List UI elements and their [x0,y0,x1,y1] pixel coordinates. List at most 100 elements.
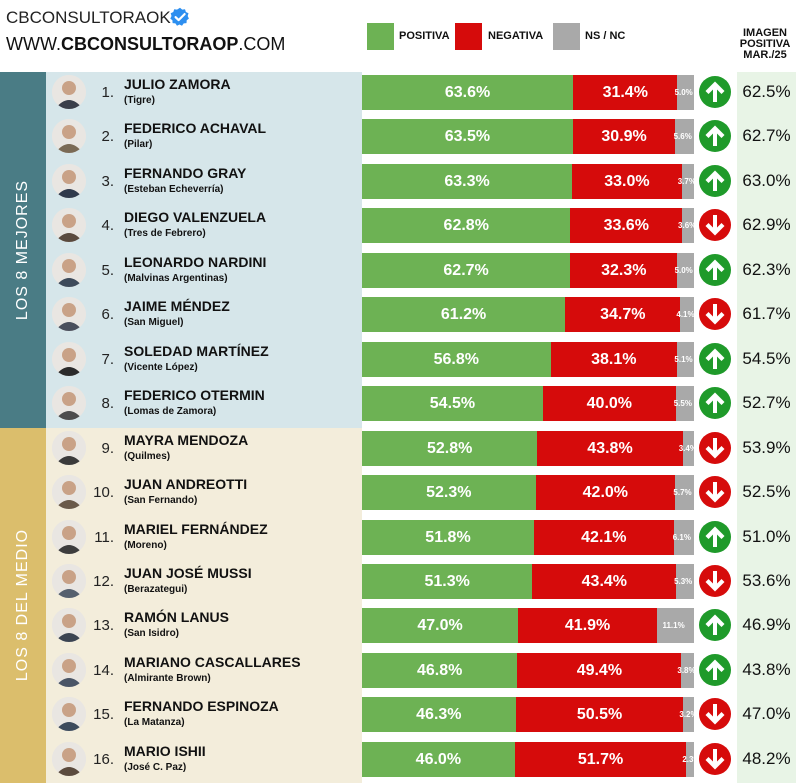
stacked-bar: 51.8% 42.1% 6.1% [362,520,694,555]
bar-segment-positiva: 56.8% [362,342,551,377]
imagen-header-line-3: MAR./25 [743,49,787,61]
mayor-name: LEONARDO NARDINI [124,254,267,270]
arrow-down-icon [699,209,731,241]
ranking-row: 11. MARIEL FERNÁNDEZ (Moreno) 51.8% 42.1% 6.1… [0,517,796,557]
data-label-positiva: 46.3% [416,706,462,723]
bar-segment-negativa: 43.4% [532,564,677,599]
municipality-name: (San Miguel) [124,317,184,328]
previous-positive-image: 63.0% [742,171,791,190]
data-label-positiva: 61.2% [440,306,487,323]
bar-segment-nsnc: 3.7% [678,164,696,199]
previous-positive-image: 62.9% [742,215,791,234]
data-label-positiva: 46.8% [417,662,463,679]
bar-segment-nsnc: 5.7% [673,475,694,510]
data-label-negativa: 31.4% [602,84,648,101]
ranking-row: 15. FERNANDO ESPINOZA (La Matanza) 46.3% 50.… [0,694,796,734]
rank-number: 4. [101,217,114,234]
data-label-negativa: 32.3% [601,262,647,279]
ranking-row: 4. DIEGO VALENZUELA (Tres de Febrero) 62.8%… [0,205,796,245]
arrow-up-icon [699,654,731,686]
arrow-down-icon [699,432,731,464]
bar-segment-positiva: 46.3% [362,697,516,732]
stacked-bar: 63.6% 31.4% 5.0% [362,75,694,110]
stacked-bar: 52.3% 42.0% 5.7% [362,475,694,510]
data-label-nsnc: 5.0% [674,88,693,97]
stacked-bar: 46.0% 51.7% 2.3% [362,742,701,777]
ranking-row: 3. FERNANDO GRAY (Esteban Echeverría) 63.3%… [0,161,796,201]
data-label-positiva: 51.8% [425,529,471,546]
data-label-nsnc: 5.3% [674,577,693,586]
previous-positive-image: 47.0% [742,704,791,723]
legend-label-negativa: NEGATIVA [488,30,544,42]
rank-number: 13. [93,617,114,634]
arrow-down-icon [699,476,731,508]
bar-segment-nsnc: 5.0% [675,253,694,288]
avatar [52,253,86,287]
ranking-row: 13. RAMÓN LANUS (San Isidro) 47.0% 41.9% 11.1… [0,605,796,645]
arrow-up-icon [699,165,731,197]
ranking-row: 1. JULIO ZAMORA (Tigre) 63.6% 31.4% 5.0% 62.5% [0,72,796,112]
data-label-negativa: 42.1% [581,529,627,546]
bar-segment-negativa: 34.7% [565,297,681,332]
data-label-positiva: 63.6% [444,84,491,101]
stacked-bar: 62.7% 32.3% 5.0% [362,253,694,288]
previous-positive-image: 53.6% [742,571,791,590]
header: CBCONSULTORAOK WWW.CBCONSULTORAOP.COM PO… [0,0,796,72]
avatar [52,742,86,776]
bar-segment-negativa: 41.9% [518,608,658,643]
data-label-nsnc: 3.7% [677,177,696,186]
data-label-negativa: 42.0% [582,484,629,501]
bar-segment-nsnc: 4.1% [676,297,695,332]
data-label-nsnc: 6.1% [672,533,691,542]
municipality-name: (Lomas de Zamora) [124,406,217,417]
data-label-positiva: 52.3% [426,484,472,501]
rank-number: 15. [93,706,114,723]
bar-segment-negativa: 30.9% [572,119,676,154]
stacked-bar: 51.3% 43.4% 5.3% [362,564,694,599]
arrow-down-icon [699,298,731,330]
stacked-bar: 56.8% 38.1% 5.1% [362,342,694,377]
municipality-name: (La Matanza) [124,717,185,728]
legend-swatch-negativa [455,23,482,50]
avatar [52,608,86,642]
data-label-nsnc: 5.5% [673,399,692,408]
municipality-name: (Esteban Echeverría) [124,184,224,195]
avatar [52,342,86,376]
mayor-name: MAYRA MENDOZA [124,432,249,448]
municipality-name: (José C. Paz) [124,762,187,773]
data-label-negativa: 40.0% [586,395,633,412]
avatar [52,520,86,554]
bar-segment-positiva: 62.7% [362,253,571,288]
data-label-nsnc: 5.6% [673,132,692,141]
legend-label-positiva: POSITIVA [399,30,450,42]
mayor-name: MARIO ISHII [124,743,206,759]
data-label-negativa: 43.4% [581,573,628,590]
arrow-up-icon [699,387,731,419]
rank-number: 6. [101,306,114,323]
arrow-up-icon [699,521,731,553]
group-top-strip: LOS 8 MEJORES [0,72,46,428]
stacked-bar: 54.5% 40.0% 5.5% [362,386,694,421]
bar-segment-nsnc: 6.1% [673,520,694,555]
municipality-name: (Vicente López) [124,362,198,373]
data-label-positiva: 62.7% [443,262,489,279]
avatar [52,475,86,509]
data-label-positiva: 62.8% [443,217,489,234]
municipality-name: (Tres de Febrero) [124,228,206,239]
rank-number: 5. [101,262,114,279]
data-label-nsnc: 3.2% [679,710,698,719]
bar-segment-negativa: 32.3% [570,253,678,288]
municipality-name: (Tigre) [124,95,155,106]
data-label-positiva: 52.8% [426,440,473,457]
municipality-name: (Almirante Brown) [124,673,211,684]
arrow-up-icon [699,343,731,375]
bar-segment-negativa: 33.6% [570,208,683,243]
mayor-name: SOLEDAD MARTÍNEZ [124,343,269,359]
data-label-negativa: 49.4% [576,662,623,679]
bar-segment-nsnc: 11.1% [657,608,694,643]
avatar [52,697,86,731]
municipality-name: (Moreno) [124,540,167,551]
mayor-name: JULIO ZAMORA [124,76,231,92]
arrow-up-icon [699,609,731,641]
data-label-nsnc: 5.7% [673,488,692,497]
